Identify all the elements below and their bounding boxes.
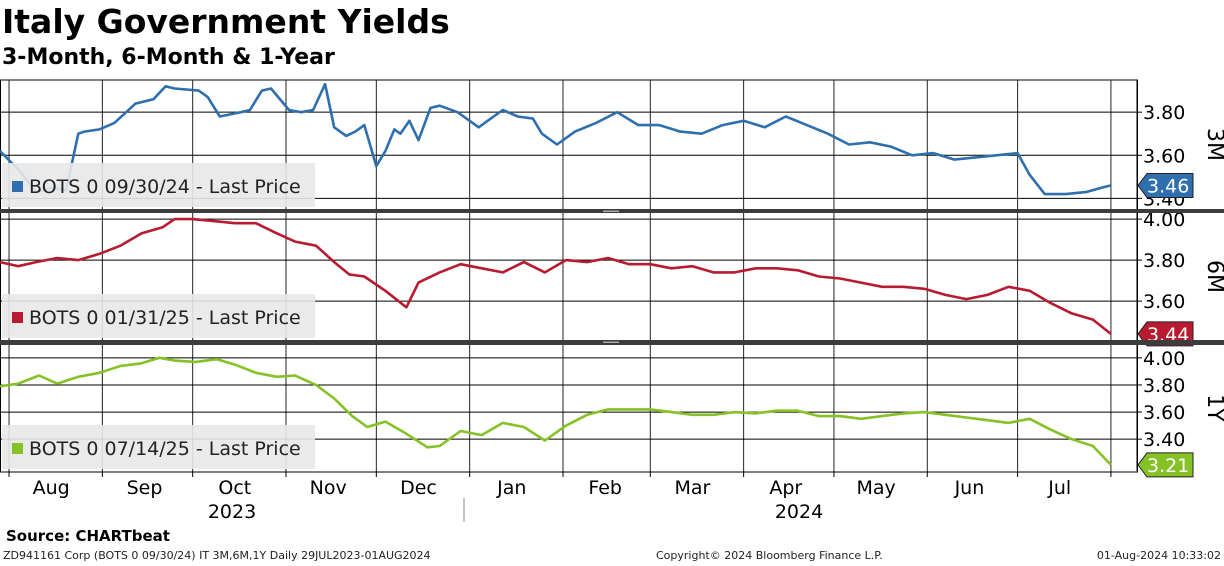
last-price-label: 3.21 xyxy=(1147,455,1189,477)
copyright-note: Copyright© 2024 Bloomberg Finance L.P. xyxy=(656,549,883,562)
x-tick-label: Apr xyxy=(769,477,802,499)
source-note: Source: CHARTbeat xyxy=(6,527,170,545)
separator-handle xyxy=(603,210,619,212)
x-tick-label: Feb xyxy=(588,477,622,499)
legend-label: BOTS 0 01/31/25 - Last Price xyxy=(29,307,301,329)
y-tick-label: 3.60 xyxy=(1143,402,1185,424)
last-price-badge xyxy=(1137,452,1194,478)
separator-handle xyxy=(603,341,619,343)
panel-side-label: 6M xyxy=(1202,260,1224,293)
x-tick-label: May xyxy=(856,477,895,499)
legend-label: BOTS 0 09/30/24 - Last Price xyxy=(29,176,301,198)
y-tick-label: 3.40 xyxy=(1143,429,1185,451)
x-tick-label: Sep xyxy=(127,477,163,499)
plot-frame xyxy=(0,79,1138,473)
x-tick-label: Nov xyxy=(310,477,347,499)
series-line-3M xyxy=(0,82,1112,196)
year-label: 2024 xyxy=(775,501,823,523)
timestamp: 01-Aug-2024 10:33:02 xyxy=(1096,549,1221,562)
legend-swatch xyxy=(12,312,23,323)
ticker-info: ZD941161 Corp (BOTS 0 09/30/24) IT 3M,6M… xyxy=(3,549,431,562)
legend-swatch xyxy=(12,181,23,192)
x-tick-label: Dec xyxy=(400,477,437,499)
y-tick-label: 4.00 xyxy=(1143,348,1185,370)
last-price-label: 3.46 xyxy=(1147,175,1189,197)
chart-title: Italy Government Yields xyxy=(2,2,450,41)
y-tick-label: 3.80 xyxy=(1143,102,1185,124)
y-tick-label: 3.60 xyxy=(1143,291,1185,313)
y-tick-label: 3.80 xyxy=(1143,250,1185,272)
panel-side-label: 3M xyxy=(1202,128,1224,161)
x-tick-label: Jul xyxy=(1047,477,1071,499)
series-line-1Y xyxy=(0,356,1112,466)
x-tick-label: Mar xyxy=(675,477,711,499)
legend-label: BOTS 0 07/14/25 - Last Price xyxy=(29,438,301,460)
y-tick-label: 4.00 xyxy=(1143,209,1185,231)
x-tick-label: Jun xyxy=(954,477,985,499)
year-label: 2023 xyxy=(208,501,256,523)
last-price-badge xyxy=(1137,172,1194,198)
legend-box xyxy=(2,294,315,338)
legend-swatch xyxy=(12,443,23,454)
legend-box xyxy=(2,425,315,469)
x-tick-label: Oct xyxy=(218,477,251,499)
x-tick-label: Jan xyxy=(496,477,526,499)
series-line-6M xyxy=(0,217,1112,335)
legend-box xyxy=(2,163,315,207)
y-tick-label: 3.60 xyxy=(1143,145,1185,167)
y-tick-label: 3.80 xyxy=(1143,375,1185,397)
x-tick-label: Aug xyxy=(33,477,70,499)
chart-subtitle: 3-Month, 6-Month & 1-Year xyxy=(2,45,335,70)
panel-side-label: 1Y xyxy=(1202,394,1224,422)
